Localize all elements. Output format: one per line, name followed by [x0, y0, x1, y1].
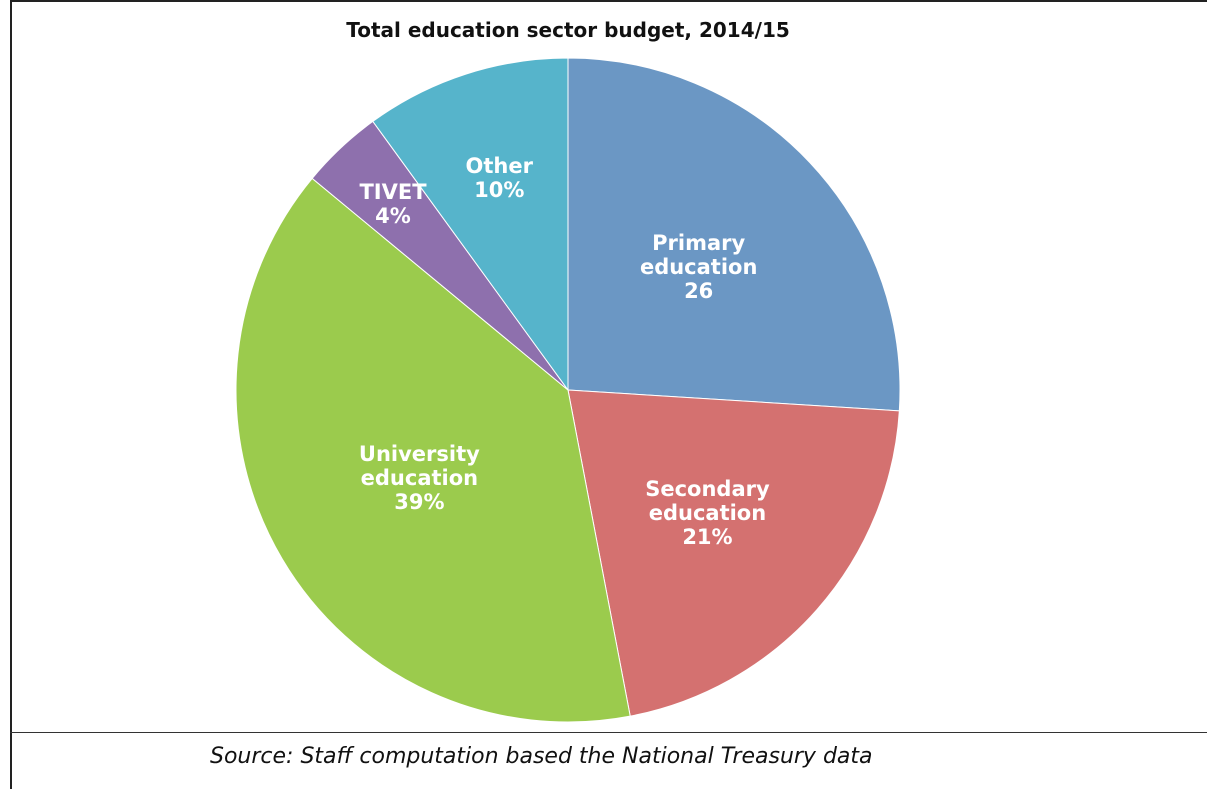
category-label: Other	[465, 154, 533, 179]
source-note: Source: Staff computation based the Nati…	[210, 744, 873, 769]
slice-label: Secondary education 21%	[632, 477, 782, 549]
value-label: 10%	[474, 178, 525, 203]
slice-label: TIVET 4%	[348, 180, 438, 228]
value-label: 4%	[375, 203, 411, 228]
category-label: Secondary education	[645, 476, 770, 525]
pie-slice	[567, 57, 901, 412]
value-label: 21%	[682, 524, 733, 549]
chart-title: Total education sector budget, 2014/15	[346, 18, 790, 42]
frame	[10, 0, 1207, 789]
value-label: 39%	[394, 489, 445, 514]
category-label: University education	[358, 441, 480, 490]
value-label: 26	[684, 279, 714, 304]
pie-slice	[372, 57, 569, 392]
separator	[10, 732, 1207, 733]
slice-label: Primary education 26	[624, 231, 774, 303]
slice-label: University education 39%	[344, 442, 494, 514]
slice-label: Other 10%	[424, 154, 574, 202]
category-label: TIVET	[359, 179, 427, 204]
pie-slice	[567, 389, 900, 717]
category-label: Primary education	[639, 231, 758, 280]
pie-slice	[235, 177, 631, 723]
